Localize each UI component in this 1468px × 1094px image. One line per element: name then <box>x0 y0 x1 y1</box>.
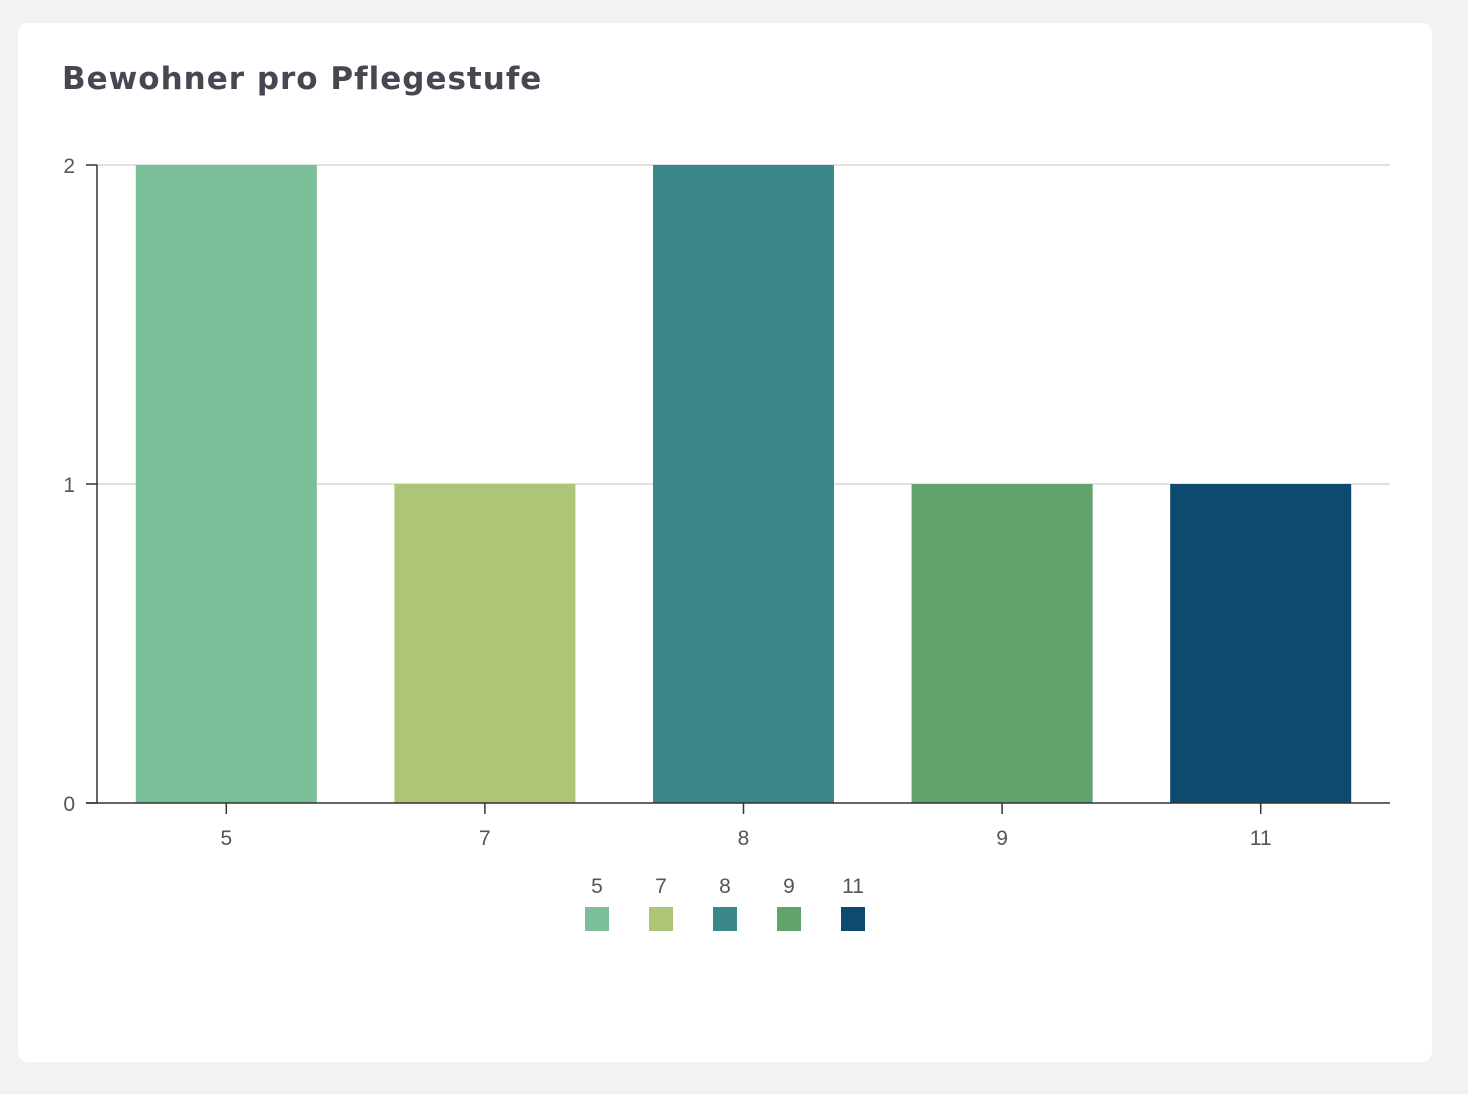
legend-swatch <box>713 907 737 931</box>
legend-label: 11 <box>842 875 864 898</box>
legend-swatch <box>585 907 609 931</box>
y-tick-label: 1 <box>63 474 75 497</box>
x-tick-label: 5 <box>220 827 232 850</box>
bars <box>135 165 1352 803</box>
legend-swatch <box>777 907 801 931</box>
x-tick-label: 8 <box>738 827 750 850</box>
legend-swatch <box>841 907 865 931</box>
bar-7 <box>394 484 576 803</box>
y-tick-label: 2 <box>63 155 75 178</box>
legend: 5 7 8 9 11 <box>585 875 865 931</box>
bar-5 <box>135 165 317 803</box>
bar-8 <box>652 165 835 803</box>
bar-11 <box>1170 484 1352 803</box>
bar-9 <box>911 484 1093 803</box>
x-tick-label: 9 <box>996 827 1008 850</box>
legend-label: 9 <box>783 875 795 898</box>
y-tick-label: 0 <box>63 793 75 816</box>
legend-swatch <box>649 907 673 931</box>
chart-title: Bewohner pro Pflegestufe <box>62 61 543 97</box>
legend-label: 5 <box>591 875 603 898</box>
axes: 0 1 2 5 7 8 9 11 <box>63 155 1390 850</box>
legend-label: 7 <box>655 875 667 898</box>
legend-label: 8 <box>719 875 731 898</box>
x-tick-label: 7 <box>479 827 491 850</box>
x-tick-label: 11 <box>1250 827 1272 850</box>
